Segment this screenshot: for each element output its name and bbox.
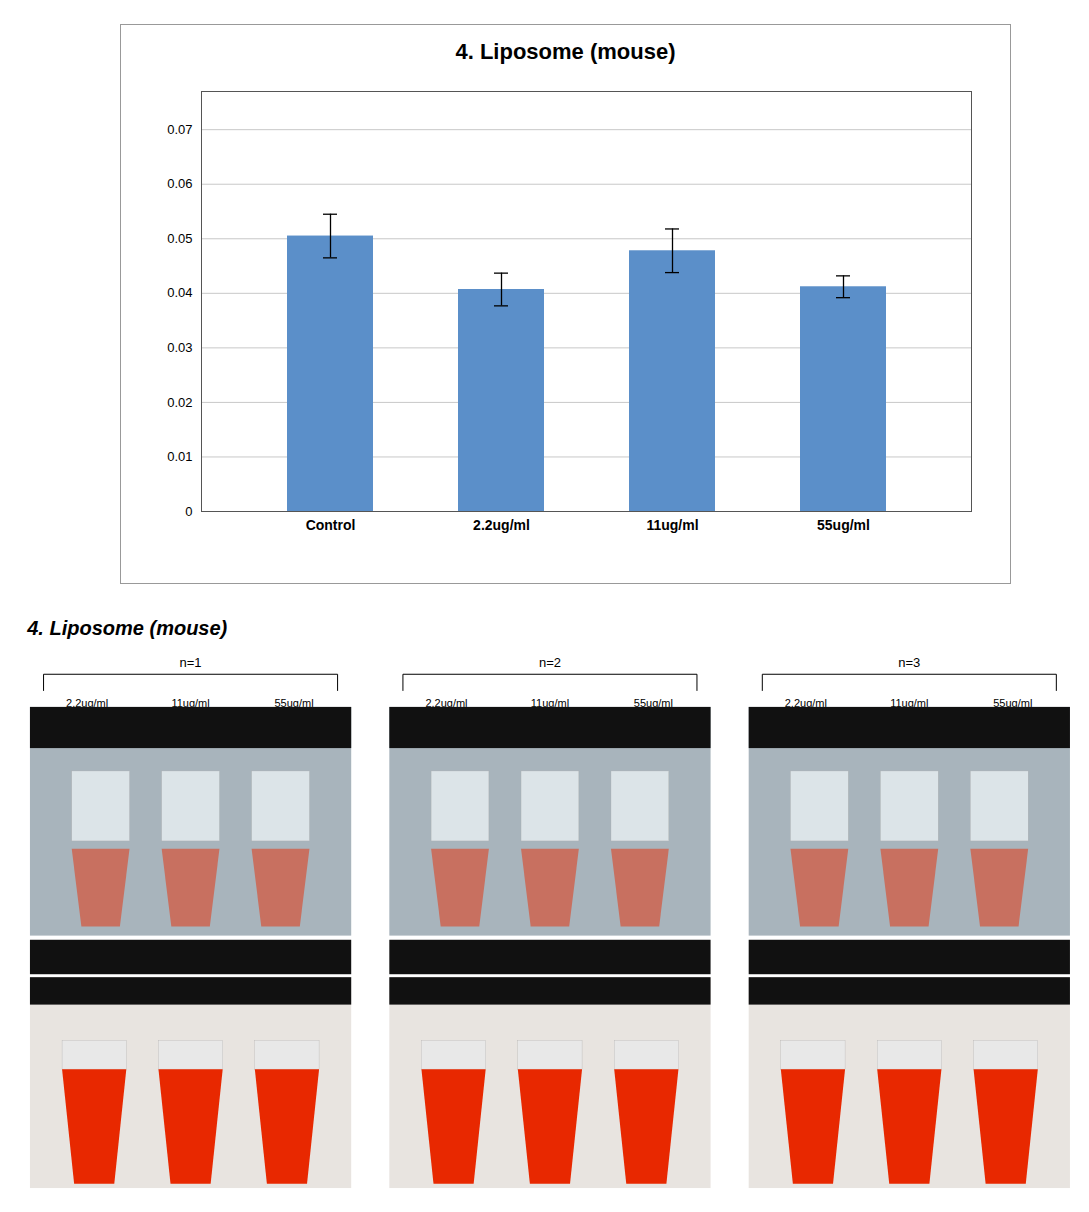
svg-text:0.03: 0.03 (167, 340, 192, 355)
svg-text:n=1: n=1 (180, 655, 202, 670)
svg-text:0.04: 0.04 (167, 285, 192, 300)
svg-text:11ug/ml: 11ug/ml (171, 697, 210, 710)
html-text:4. Liposome (mouse): 4. Liposome (mouse) (455, 39, 676, 64)
svg-text:Control: Control (306, 517, 356, 533)
svg-text:0.07: 0.07 (167, 122, 192, 137)
svg-text:2.2ug/ml: 2.2ug/ml (425, 697, 468, 710)
svg-text:0.05: 0.05 (167, 231, 192, 246)
svg-text:55ug/ml: 55ug/ml (633, 697, 673, 710)
svg-text:2.2ug/ml: 2.2ug/ml (473, 517, 530, 533)
svg-text:11ug/ml: 11ug/ml (530, 697, 570, 710)
svg-text:n=3: n=3 (898, 655, 920, 670)
svg-text:55ug/ml: 55ug/ml (274, 697, 314, 710)
svg-text:0.02: 0.02 (167, 395, 192, 410)
svg-text:0: 0 (185, 504, 192, 519)
svg-text:2.2ug/ml: 2.2ug/ml (784, 697, 827, 710)
svg-text:11ug/ml: 11ug/ml (646, 517, 698, 533)
svg-text:4. Liposome (mouse): 4. Liposome (mouse) (26, 617, 227, 639)
svg-text:0.06: 0.06 (167, 176, 192, 191)
svg-text:2.2ug/ml: 2.2ug/ml (66, 697, 109, 710)
svg-text:n=2: n=2 (539, 655, 561, 670)
svg-text:55ug/ml: 55ug/ml (817, 517, 870, 533)
svg-text:55ug/ml: 55ug/ml (993, 697, 1033, 710)
svg-text:0.01: 0.01 (167, 449, 192, 464)
svg-text:11ug/ml: 11ug/ml (890, 697, 929, 710)
